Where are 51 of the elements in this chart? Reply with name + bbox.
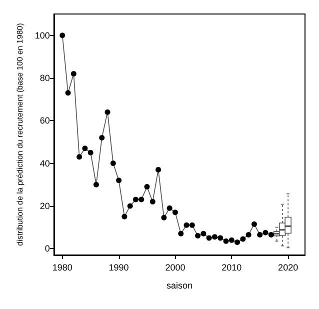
point bbox=[60, 32, 66, 38]
point bbox=[251, 221, 257, 227]
point bbox=[150, 198, 156, 204]
point bbox=[212, 234, 218, 240]
point bbox=[127, 203, 133, 209]
point bbox=[76, 154, 82, 160]
y-axis-title: distribution de la prédiction du recrutement (base 100 en 1980) bbox=[16, 22, 24, 246]
x-tick-label: 2020 bbox=[278, 262, 298, 272]
point bbox=[93, 182, 99, 188]
point bbox=[206, 235, 212, 241]
point bbox=[156, 166, 162, 172]
y-tick-label: 0 bbox=[44, 244, 50, 254]
point bbox=[200, 230, 206, 236]
point bbox=[257, 232, 263, 238]
point bbox=[132, 196, 138, 202]
point bbox=[262, 230, 268, 236]
x-axis-title: saison bbox=[166, 280, 192, 290]
point bbox=[172, 210, 178, 216]
point bbox=[144, 184, 150, 190]
point bbox=[184, 222, 190, 228]
point bbox=[240, 236, 246, 242]
x-tick-label: 1980 bbox=[52, 262, 72, 272]
point bbox=[104, 109, 110, 115]
point bbox=[99, 134, 105, 140]
point bbox=[65, 90, 71, 96]
point bbox=[138, 196, 144, 202]
point bbox=[234, 239, 240, 245]
point bbox=[122, 214, 128, 220]
y-tick-label: 20 bbox=[40, 200, 50, 211]
point bbox=[116, 178, 122, 184]
point bbox=[88, 150, 94, 156]
point bbox=[166, 205, 172, 211]
x-tick-label: 1990 bbox=[108, 262, 129, 272]
y-tick-label: 40 bbox=[40, 158, 50, 168]
point bbox=[161, 214, 167, 220]
point bbox=[189, 222, 195, 228]
x-tick-label: 2000 bbox=[165, 262, 186, 272]
point bbox=[223, 238, 229, 244]
y-tick-label: 80 bbox=[40, 72, 50, 83]
y-tick-label: 60 bbox=[40, 116, 50, 126]
point bbox=[228, 237, 234, 243]
x-tick-label: 2010 bbox=[222, 262, 242, 272]
y-tick-label: 100 bbox=[34, 30, 50, 40]
point bbox=[178, 230, 184, 236]
point bbox=[268, 232, 274, 238]
point bbox=[195, 233, 201, 239]
point bbox=[82, 146, 88, 152]
point bbox=[218, 235, 224, 241]
point bbox=[110, 160, 116, 166]
point bbox=[246, 232, 252, 238]
point bbox=[70, 70, 76, 76]
